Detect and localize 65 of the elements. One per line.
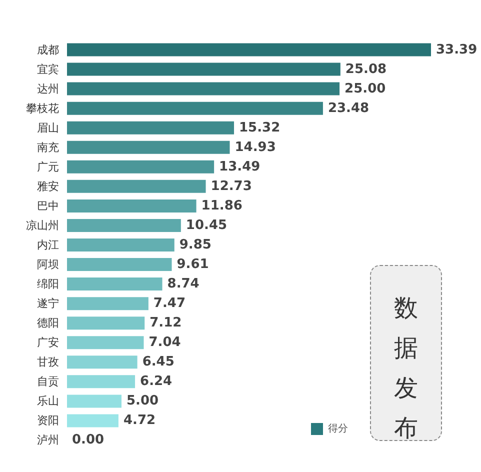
y-tick-label: 遂宁	[37, 297, 59, 310]
bar	[67, 180, 206, 193]
annotation: 数据发布	[393, 293, 419, 444]
y-tick-label: 广元	[37, 160, 59, 174]
data-label: 23.48	[328, 100, 370, 116]
data-label: 7.12	[150, 316, 182, 331]
bar	[67, 336, 144, 350]
bar	[67, 199, 196, 212]
bar	[67, 82, 340, 96]
data-label: 25.00	[344, 81, 386, 96]
data-label: 9.85	[179, 238, 212, 252]
data-label: 14.93	[234, 140, 276, 155]
bar	[67, 43, 431, 56]
y-tick-label: 雅安	[37, 180, 59, 193]
data-label: 6.45	[142, 354, 174, 370]
data-label: 4.72	[123, 413, 156, 428]
bar	[67, 356, 138, 369]
y-tick-label: 广安	[37, 336, 59, 350]
bar	[67, 102, 323, 115]
data-label: 25.08	[345, 62, 387, 77]
y-tick-label: 成都	[37, 43, 59, 56]
y-tick-label: 达州	[37, 82, 59, 96]
bar	[67, 394, 122, 408]
data-label: 13.49	[219, 159, 260, 174]
y-tick-label: 甘孜	[37, 356, 59, 369]
data-label: 10.45	[186, 218, 228, 233]
data-label: 12.73	[210, 178, 252, 194]
y-tick-label: 内江	[37, 238, 59, 252]
y-tick-label: 攀枝花	[26, 102, 59, 115]
y-tick-label: 资阳	[37, 414, 59, 428]
y-tick-label: 绵阳	[37, 278, 59, 291]
y-tick-label: 自贡	[37, 375, 59, 388]
y-tick-label: 乐山	[37, 394, 59, 408]
data-label: 7.47	[153, 296, 186, 312]
data-label: 15.32	[239, 120, 280, 136]
data-label: 6.24	[140, 374, 172, 390]
legend-label: 得分	[328, 422, 348, 434]
bar	[67, 414, 118, 428]
data-label: 11.86	[201, 198, 242, 214]
bar	[67, 121, 234, 134]
bar	[67, 316, 145, 330]
y-tick-label: 巴中	[37, 199, 59, 212]
bar	[67, 140, 230, 154]
data-label: 0.00	[72, 432, 104, 448]
data-label: 5.00	[126, 394, 159, 409]
bar	[67, 160, 214, 174]
y-tick-label: 眉山	[37, 121, 59, 134]
y-tick-label: 阿坝	[37, 258, 59, 272]
y-tick-label: 宜宾	[37, 62, 59, 76]
bar	[67, 238, 174, 252]
data-label: 33.39	[436, 42, 478, 58]
data-label: 8.74	[167, 276, 200, 292]
y-tick-label: 南充	[37, 140, 59, 154]
y-tick-label: 凉山州	[26, 218, 59, 232]
bar	[67, 258, 172, 272]
data-label: 7.04	[148, 335, 181, 350]
bar	[67, 375, 136, 388]
bar	[67, 278, 162, 291]
y-tick-label: 泸州	[37, 434, 59, 447]
bar	[67, 297, 148, 310]
text-box: 数据发布	[370, 265, 442, 441]
y-tick-label: 德阳	[37, 316, 59, 330]
bar	[67, 62, 340, 76]
data-label: 9.61	[176, 257, 209, 272]
bar	[67, 218, 181, 232]
